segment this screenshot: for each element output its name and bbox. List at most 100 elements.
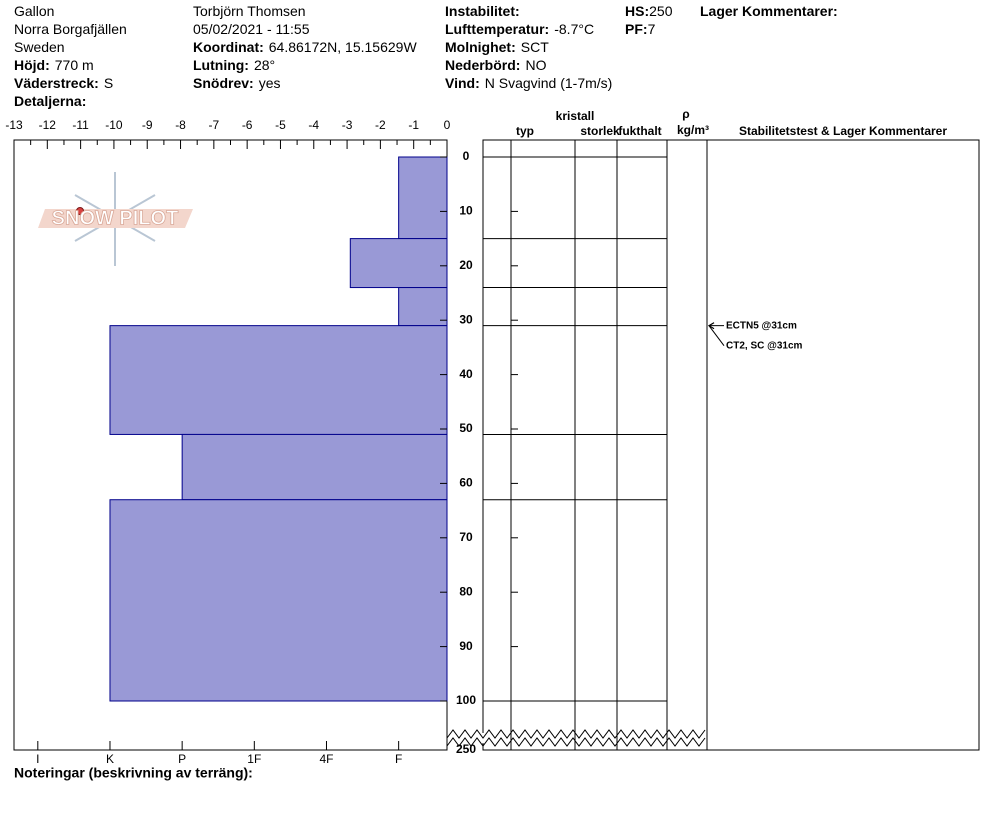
header-value: 28° (254, 57, 275, 73)
header-label: Lager Kommentarer: (700, 3, 838, 19)
y-tick-label: 40 (459, 367, 473, 381)
y-tick-label: 250 (456, 742, 476, 756)
hardness-bar (349, 238, 448, 289)
header-value: yes (259, 75, 281, 91)
header-label: Vind: (445, 75, 480, 91)
y-tick-label: 10 (459, 204, 473, 218)
header-value: S (104, 75, 113, 91)
header-value: N Svagvind (1-7m/s) (485, 75, 613, 91)
y-tick-label: 80 (459, 584, 473, 598)
table-header: kg/m³ (677, 123, 709, 137)
hardness-bar (181, 433, 448, 501)
header-field: Snödrev: yes (193, 75, 280, 91)
header-field: PF:7 (625, 21, 656, 37)
header-label: Väderstreck: (14, 75, 99, 91)
y-tick-label: 100 (456, 693, 476, 707)
hardness-tick-label: 1F (247, 752, 261, 766)
break-gap (448, 733, 707, 743)
header-label: Nederbörd: (445, 57, 520, 73)
x-tick-label: -10 (105, 118, 123, 132)
x-tick-label: -1 (408, 118, 419, 132)
x-tick-label: -8 (175, 118, 186, 132)
header-text: Gallon (14, 3, 54, 19)
hardness-bar (109, 325, 448, 435)
x-tick-label: -7 (209, 118, 220, 132)
header-field: HS:250 (625, 3, 673, 19)
axis-break (446, 729, 706, 739)
hardness-bar (398, 156, 448, 240)
hardness-tick-label: 4F (319, 752, 333, 766)
header-label: Koordinat: (193, 39, 264, 55)
header-field: Instabilitet: (445, 3, 520, 19)
x-tick-label: -2 (375, 118, 386, 132)
header-field: Gallon (14, 3, 54, 19)
hardness-tick-label: K (106, 752, 114, 766)
table-frame (482, 139, 980, 751)
header-value: 64.86172N, 15.15629W (269, 39, 418, 55)
header-label: Instabilitet: (445, 3, 520, 19)
x-tick-label: -6 (242, 118, 253, 132)
x-tick-label: -4 (308, 118, 319, 132)
header-label: Detaljerna: (14, 93, 86, 109)
header-field: Lutning: 28° (193, 57, 275, 73)
y-tick-label: 90 (459, 639, 473, 653)
table-header: typ (516, 124, 534, 138)
table-header: kristall (556, 109, 595, 123)
header-value: 250 (649, 3, 673, 19)
header-field: Sweden (14, 39, 65, 55)
header-field: Höjd: 770 m (14, 57, 94, 73)
y-tick-label: 30 (459, 312, 473, 326)
header-value: NO (525, 57, 546, 73)
y-tick-label: 20 (459, 258, 473, 272)
header-text: Torbjörn Thomsen (193, 3, 306, 19)
header-field: Nederbörd: NO (445, 57, 547, 73)
x-tick-label: -13 (5, 118, 23, 132)
header-label: Lufttemperatur: (445, 21, 549, 37)
logo (38, 172, 193, 266)
header-value: 7 (648, 21, 656, 37)
hardness-tick-label: P (178, 752, 186, 766)
y-tick-label: 0 (463, 149, 470, 163)
header-value: 770 m (55, 57, 94, 73)
header-field: Koordinat: 64.86172N, 15.15629W (193, 39, 417, 55)
x-tick-label: -3 (342, 118, 353, 132)
y-tick-label: 70 (459, 530, 473, 544)
table-header: ρ (682, 107, 689, 121)
hardness-tick-label: F (395, 752, 402, 766)
stability-arrow (708, 325, 725, 346)
header-field: 05/02/2021 - 11:55 (193, 21, 310, 37)
header-field: Norra Borgafjällen (14, 21, 127, 37)
header-label: PF: (625, 21, 648, 37)
arrow-head (708, 322, 715, 330)
header-field: Väderstreck: S (14, 75, 113, 91)
footer: Noteringar (beskrivning av terräng): (14, 765, 253, 781)
logo-text: SNOW PILOT (52, 207, 179, 229)
y-tick-label: 60 (459, 476, 473, 490)
header-field: Torbjörn Thomsen (193, 3, 306, 19)
header-text: Norra Borgafjällen (14, 21, 127, 37)
header-label: Höjd: (14, 57, 50, 73)
table-header: fukthalt (618, 124, 661, 138)
header-text: Sweden (14, 39, 65, 55)
axis-break (446, 737, 706, 747)
x-tick-label: -12 (39, 118, 57, 132)
x-tick-label: -5 (275, 118, 286, 132)
header-field: Lufttemperatur: -8.7°C (445, 21, 594, 37)
hardness-bar (109, 499, 448, 702)
header-field: Detaljerna: (14, 93, 86, 109)
stability-label: CT2, SC @31cm (726, 340, 803, 351)
x-tick-label: -9 (142, 118, 153, 132)
hardness-bar (398, 287, 448, 327)
header-field: Vind: N Svagvind (1-7m/s) (445, 75, 612, 91)
header-text: 05/02/2021 - 11:55 (193, 21, 310, 37)
header-label: Molnighet: (445, 39, 516, 55)
header-field: Lager Kommentarer: (700, 3, 838, 19)
stability-label: ECTN5 @31cm (726, 320, 797, 331)
header-value: -8.7°C (554, 21, 594, 37)
hardness-tick-label: I (36, 752, 39, 766)
table-header: Stabilitetstest & Lager Kommentarer (739, 124, 947, 138)
header-label: Snödrev: (193, 75, 254, 91)
header-value: SCT (521, 39, 549, 55)
